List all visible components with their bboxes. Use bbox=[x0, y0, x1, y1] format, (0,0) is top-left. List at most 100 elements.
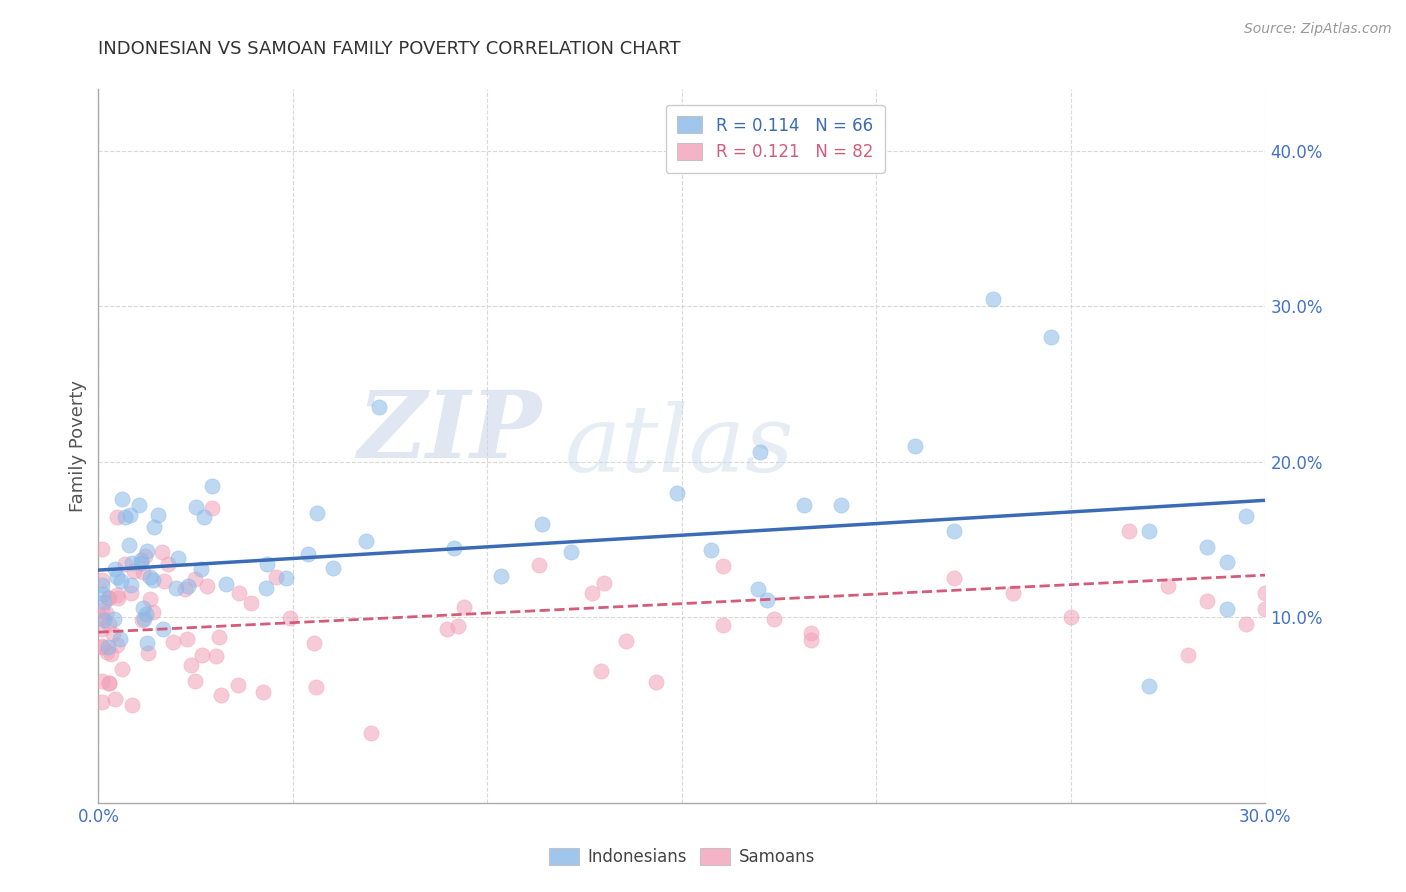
Point bbox=[91, 541, 114, 556]
Point bbox=[103, 626, 125, 640]
Point bbox=[756, 593, 779, 607]
Point bbox=[228, 678, 250, 692]
Point bbox=[208, 631, 231, 645]
Point bbox=[128, 498, 150, 512]
Point bbox=[645, 674, 668, 689]
Point bbox=[1215, 602, 1237, 616]
Point bbox=[120, 508, 142, 522]
Point bbox=[209, 688, 232, 702]
Point bbox=[105, 638, 128, 652]
Point bbox=[94, 607, 117, 621]
Point bbox=[830, 498, 852, 512]
Point bbox=[191, 648, 214, 663]
Point bbox=[152, 622, 174, 636]
Point bbox=[136, 544, 159, 558]
Point bbox=[581, 585, 603, 599]
Point bbox=[443, 541, 465, 555]
Point bbox=[162, 635, 184, 649]
Point bbox=[91, 611, 114, 625]
Point bbox=[107, 591, 129, 605]
Point bbox=[1195, 594, 1218, 608]
Point bbox=[100, 647, 122, 661]
Point bbox=[105, 570, 128, 584]
Point bbox=[711, 559, 734, 574]
Point bbox=[354, 533, 377, 548]
Point bbox=[103, 692, 125, 706]
Point bbox=[91, 673, 114, 688]
Point bbox=[118, 538, 141, 552]
Point bbox=[97, 640, 120, 654]
Point bbox=[763, 612, 786, 626]
Point bbox=[93, 595, 115, 609]
Point bbox=[453, 599, 475, 614]
Point bbox=[592, 576, 614, 591]
Point bbox=[1254, 586, 1277, 600]
Point bbox=[135, 607, 157, 621]
Point bbox=[491, 569, 513, 583]
Text: ZIP: ZIP bbox=[357, 387, 541, 476]
Point bbox=[121, 556, 143, 570]
Point bbox=[1157, 579, 1180, 593]
Point bbox=[120, 578, 142, 592]
Point bbox=[91, 573, 114, 587]
Text: atlas: atlas bbox=[565, 401, 794, 491]
Point bbox=[904, 439, 927, 453]
Point bbox=[302, 636, 325, 650]
Point bbox=[195, 579, 218, 593]
Point bbox=[264, 570, 287, 584]
Point bbox=[180, 658, 202, 673]
Point bbox=[142, 573, 165, 587]
Point bbox=[436, 622, 458, 636]
Point bbox=[120, 586, 142, 600]
Point bbox=[129, 553, 152, 567]
Point bbox=[193, 509, 215, 524]
Point bbox=[132, 565, 155, 579]
Point bbox=[167, 551, 190, 566]
Point bbox=[91, 603, 114, 617]
Point bbox=[131, 600, 153, 615]
Point bbox=[121, 698, 143, 712]
Point bbox=[943, 571, 966, 585]
Point bbox=[110, 632, 132, 647]
Point bbox=[204, 649, 226, 664]
Point bbox=[360, 726, 382, 740]
Point bbox=[614, 634, 637, 648]
Point bbox=[131, 613, 153, 627]
Point bbox=[139, 591, 162, 606]
Point bbox=[1040, 330, 1063, 344]
Point bbox=[184, 500, 207, 515]
Point bbox=[91, 695, 114, 709]
Point bbox=[134, 549, 156, 563]
Point bbox=[173, 582, 195, 596]
Point bbox=[111, 662, 134, 676]
Point bbox=[96, 645, 118, 659]
Point bbox=[91, 578, 114, 592]
Point bbox=[1177, 648, 1199, 663]
Y-axis label: Family Poverty: Family Poverty bbox=[69, 380, 87, 512]
Point bbox=[177, 579, 200, 593]
Point bbox=[122, 565, 145, 579]
Point bbox=[183, 673, 205, 688]
Point bbox=[1195, 540, 1218, 554]
Point bbox=[322, 561, 344, 575]
Point bbox=[799, 633, 821, 648]
Point bbox=[981, 292, 1004, 306]
Point bbox=[447, 619, 470, 633]
Point bbox=[136, 636, 159, 650]
Point bbox=[274, 571, 297, 585]
Point bbox=[305, 506, 328, 520]
Text: Source: ZipAtlas.com: Source: ZipAtlas.com bbox=[1244, 22, 1392, 37]
Point bbox=[165, 581, 187, 595]
Point bbox=[91, 586, 114, 600]
Point bbox=[252, 685, 274, 699]
Point bbox=[1060, 609, 1083, 624]
Point bbox=[157, 558, 180, 572]
Point bbox=[132, 612, 155, 626]
Point bbox=[367, 400, 389, 414]
Point bbox=[105, 509, 128, 524]
Point bbox=[105, 588, 128, 602]
Point bbox=[278, 611, 301, 625]
Point bbox=[256, 557, 278, 571]
Point bbox=[146, 508, 169, 522]
Point bbox=[110, 574, 132, 589]
